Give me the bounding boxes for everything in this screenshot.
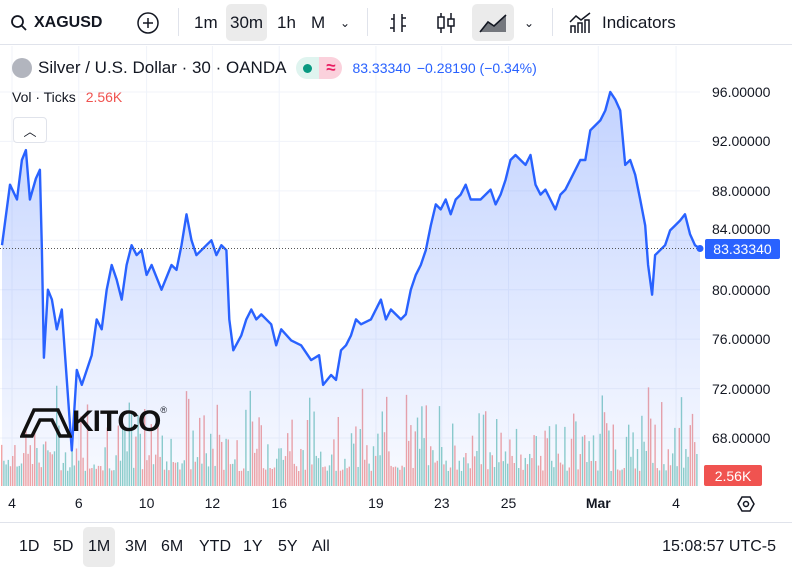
volume-legend: Vol · Ticks 2.56K	[12, 89, 122, 105]
symbol-title: Silver / U.S. Dollar · 30 · OANDA	[38, 58, 287, 77]
chart-style-dropdown-chevron-icon[interactable]: ⌄	[524, 15, 535, 30]
candles-icon	[437, 12, 455, 33]
price-tick-label: 96.00000	[712, 84, 771, 100]
price-tick-label: 84.00000	[712, 221, 771, 237]
volume-bar	[1, 444, 3, 486]
bottom-toolbar: 1D 5D 1M 3M 6M YTD 1Y 5Y All 15:08:57 UTC-5	[0, 522, 792, 572]
registered-mark-icon: ®	[160, 405, 167, 415]
interval-M[interactable]: M	[311, 12, 326, 32]
interval-dropdown-chevron-icon[interactable]: ⌄	[340, 15, 351, 30]
time-tick-label: 4	[672, 495, 680, 511]
chart-legend: Silver / U.S. Dollar · 30 · OANDA ≈ 83.3…	[12, 57, 537, 79]
price-line	[0, 90, 701, 452]
indicators-icon	[569, 11, 591, 33]
price-tick-label: 92.00000	[712, 133, 771, 150]
area-style-button[interactable]	[472, 4, 514, 41]
market-status-pill[interactable]: ≈	[296, 57, 343, 79]
volume-label: Vol · Ticks	[12, 89, 76, 105]
price-tick-label: 80.00000	[712, 281, 771, 298]
time-tick-label: 4	[8, 495, 16, 511]
time-tick-label: 16	[271, 495, 287, 511]
price-area-fill	[2, 92, 700, 486]
top-toolbar: XAGUSD 1m 30m 1h M ⌄ ⌄ Indicators	[0, 0, 792, 45]
interval-1h[interactable]: 1h	[277, 12, 296, 32]
search-icon	[11, 14, 27, 31]
indicators-label: Indicators	[602, 12, 676, 32]
range-all[interactable]: All	[312, 538, 330, 555]
market-open-dot-icon	[296, 57, 320, 79]
bars-icon	[390, 13, 406, 32]
range-5y[interactable]: 5Y	[278, 538, 298, 555]
range-6m[interactable]: 6M	[161, 538, 184, 555]
interval-30m[interactable]: 30m	[226, 4, 268, 41]
last-price-dot	[696, 245, 704, 253]
interval-1m[interactable]: 1m	[194, 12, 218, 32]
kitco-logo-icon	[20, 408, 72, 438]
price-change: −0.28190 (−0.34%)	[416, 60, 537, 76]
compare-button[interactable]	[136, 4, 160, 41]
volume-value: 2.56K	[85, 89, 123, 105]
time-tick-label: 6	[74, 495, 83, 511]
price-tick-label: 76.00000	[712, 331, 771, 348]
time-tick-label: 19	[368, 495, 384, 511]
time-tick-label: 10	[138, 495, 155, 511]
symbol-search[interactable]: XAGUSD	[10, 4, 102, 41]
price-tick-label: 88.00000	[712, 182, 771, 199]
time-tick-label: 23	[433, 495, 450, 511]
last-price: 83.33340	[352, 60, 411, 76]
collapse-legend-button[interactable]: ︿	[13, 117, 47, 143]
range-5d[interactable]: 5D	[53, 538, 74, 555]
range-1m[interactable]: 1M	[83, 527, 116, 567]
clock[interactable]: 15:08:57 UTC-5	[662, 538, 776, 555]
delayed-data-icon: ≈	[319, 57, 343, 79]
symbol-name: XAGUSD	[34, 13, 103, 31]
silver-logo-icon	[12, 58, 32, 78]
price-tick-label: 68.00000	[712, 429, 771, 446]
settings-hexagon-icon	[737, 496, 755, 512]
range-3m[interactable]: 3M	[125, 538, 148, 555]
chart-settings-button[interactable]	[736, 494, 756, 519]
current-price-label: 83.33340	[705, 239, 780, 259]
bar-chart-style-button[interactable]	[388, 4, 408, 41]
range-ytd[interactable]: YTD	[199, 538, 231, 555]
chevron-up-icon: ︿	[23, 123, 37, 139]
area-chart-icon	[479, 13, 507, 32]
price-tick-label: 72.00000	[712, 380, 771, 397]
plus-circle-icon	[137, 11, 159, 34]
kitco-watermark: KITCO ®	[20, 405, 167, 439]
time-tick-label: 25	[500, 495, 517, 511]
indicators-button[interactable]: Indicators	[568, 4, 676, 41]
candles-style-button[interactable]	[436, 4, 456, 41]
kitco-wordmark: KITCO	[72, 405, 161, 438]
volume-axis-label: 2.56K	[704, 465, 762, 486]
price-chart[interactable]	[0, 0, 792, 522]
time-tick-label: 12	[204, 495, 221, 511]
time-tick-label: Mar	[585, 495, 611, 511]
range-1y[interactable]: 1Y	[243, 538, 263, 555]
range-1d[interactable]: 1D	[19, 538, 40, 555]
